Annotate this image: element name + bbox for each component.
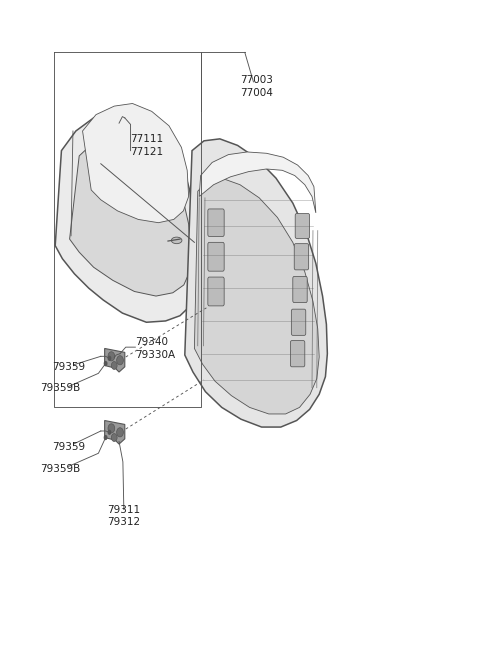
Text: 79359B: 79359B xyxy=(40,464,80,474)
Ellipse shape xyxy=(171,237,182,244)
Circle shape xyxy=(111,362,117,369)
Text: 79311
79312: 79311 79312 xyxy=(107,505,141,527)
Circle shape xyxy=(108,430,111,435)
FancyBboxPatch shape xyxy=(208,209,224,236)
Circle shape xyxy=(117,356,123,365)
FancyBboxPatch shape xyxy=(295,214,310,238)
Text: 79359B: 79359B xyxy=(40,383,80,394)
Polygon shape xyxy=(199,152,316,213)
FancyBboxPatch shape xyxy=(294,244,309,270)
Polygon shape xyxy=(194,178,319,414)
FancyBboxPatch shape xyxy=(291,309,306,335)
Circle shape xyxy=(111,434,117,441)
Polygon shape xyxy=(185,139,327,427)
Circle shape xyxy=(108,424,115,433)
FancyBboxPatch shape xyxy=(293,276,307,303)
FancyBboxPatch shape xyxy=(208,277,224,306)
Circle shape xyxy=(117,428,123,437)
FancyBboxPatch shape xyxy=(290,341,305,367)
Polygon shape xyxy=(70,132,191,296)
Polygon shape xyxy=(83,103,189,223)
Polygon shape xyxy=(55,110,198,322)
FancyBboxPatch shape xyxy=(208,242,224,271)
Text: 79340
79330A: 79340 79330A xyxy=(135,337,176,360)
Text: 77003
77004: 77003 77004 xyxy=(240,75,273,98)
Text: 77111
77121: 77111 77121 xyxy=(131,134,164,157)
Circle shape xyxy=(104,361,108,366)
Circle shape xyxy=(108,356,111,361)
Text: 79359: 79359 xyxy=(52,362,85,372)
Text: 79359: 79359 xyxy=(52,441,85,452)
Circle shape xyxy=(104,435,108,440)
Circle shape xyxy=(108,352,115,361)
Polygon shape xyxy=(105,421,125,444)
Polygon shape xyxy=(105,348,125,372)
